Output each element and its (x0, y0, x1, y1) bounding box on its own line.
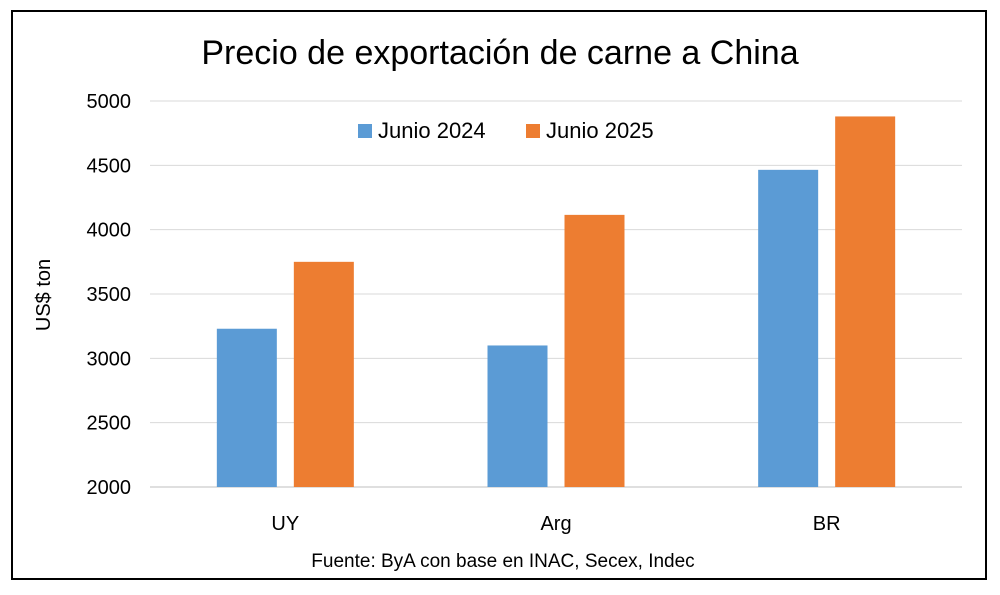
legend-swatch (358, 124, 372, 138)
y-tick-label: 3000 (87, 348, 132, 370)
y-axis-ticks: 2000 2500 3000 3500 4000 4500 5000 (87, 91, 132, 499)
legend-swatch (526, 124, 540, 138)
x-tick-label: BR (813, 513, 841, 535)
y-tick-label: 5000 (87, 91, 132, 113)
y-tick-label: 4500 (87, 155, 132, 177)
bars (216, 116, 896, 487)
bar-arg-1 (487, 345, 548, 487)
bar-uy-2 (293, 261, 354, 487)
source-note: Fuente: ByA con base en INAC, Secex, Ind… (311, 551, 694, 572)
legend-label: Junio 2025 (546, 118, 654, 143)
legend: Junio 2024 Junio 2025 (358, 118, 654, 143)
y-tick-label: 4000 (87, 220, 132, 242)
bar-arg-2 (564, 214, 625, 487)
x-tick-label: Arg (540, 513, 571, 535)
chart-title: Precio de exportación de carne a China (201, 34, 798, 72)
y-tick-label: 3500 (87, 284, 132, 306)
bar-br-1 (758, 169, 819, 487)
legend-label: Junio 2024 (378, 118, 486, 143)
bar-uy-1 (216, 328, 277, 487)
x-tick-label: UY (271, 513, 299, 535)
y-tick-label: 2000 (87, 477, 132, 499)
bar-br-2 (835, 116, 896, 487)
gridlines (150, 100, 962, 488)
y-axis-label: US$ ton (33, 259, 55, 331)
y-tick-label: 2500 (87, 413, 132, 435)
x-axis-ticks: UY Arg BR (271, 513, 840, 535)
